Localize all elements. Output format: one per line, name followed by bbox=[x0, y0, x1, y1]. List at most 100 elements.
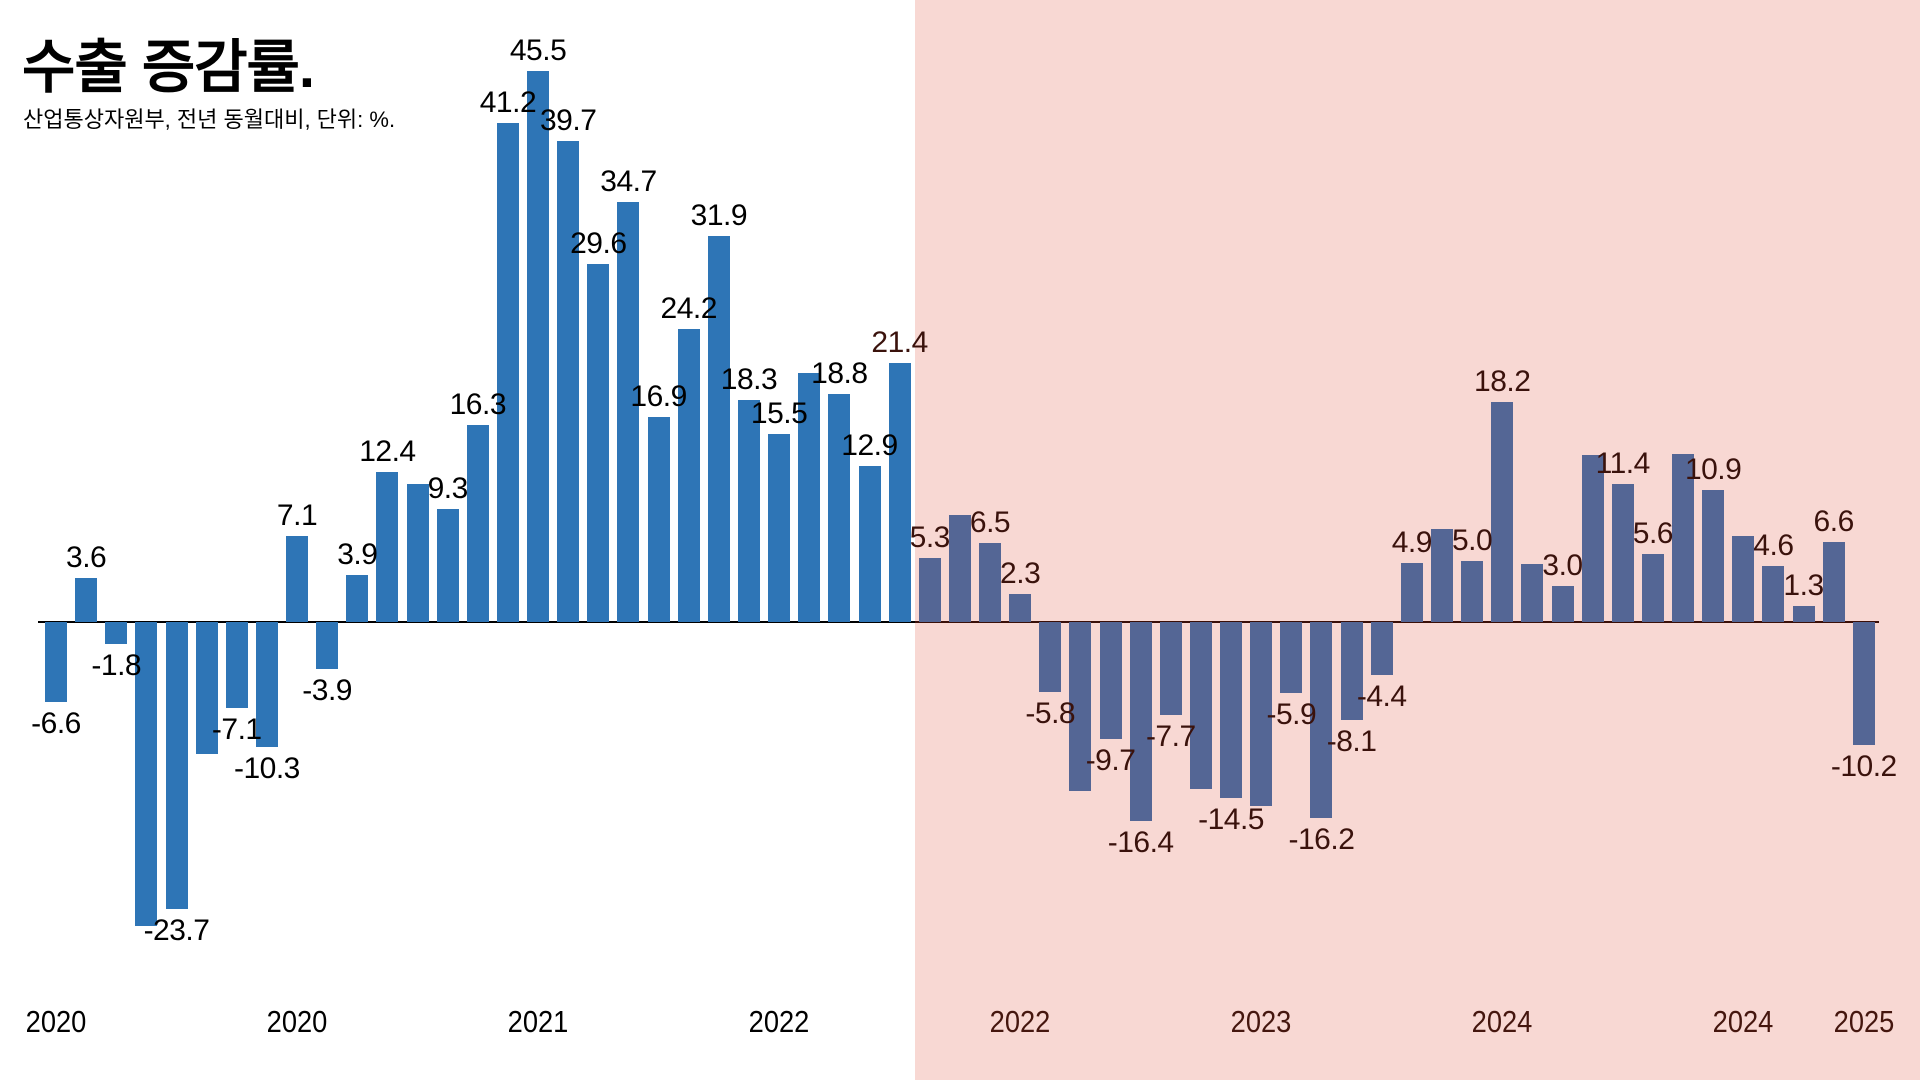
bar-value-label-2020-09: 7.1 bbox=[276, 499, 318, 533]
bar-2021-01 bbox=[406, 484, 429, 622]
bar-2023-08 bbox=[1340, 622, 1363, 721]
bar-2022-06 bbox=[918, 557, 941, 622]
chart-title: 수출 증감률. bbox=[22, 35, 315, 100]
bar-value-label-2020-12: 12.4 bbox=[359, 434, 416, 468]
bar-2025-01 bbox=[1852, 622, 1875, 746]
bar-2020-05 bbox=[165, 622, 188, 909]
bar-2022-05 bbox=[888, 362, 911, 622]
bar-2024-05 bbox=[1611, 484, 1634, 622]
bar-value-label-2023-06: -5.9 bbox=[1266, 698, 1317, 732]
bar-value-label-2024-08: 10.9 bbox=[1684, 453, 1742, 487]
bar-2023-09 bbox=[1370, 622, 1393, 676]
bar-2024-09 bbox=[1732, 536, 1755, 622]
bar-2024-06 bbox=[1641, 554, 1664, 622]
bar-2024-04 bbox=[1581, 454, 1604, 622]
bar-value-label-2023-02: -7.7 bbox=[1145, 720, 1196, 754]
bar-2020-12 bbox=[376, 471, 399, 622]
x-axis-tick-24: 2022 bbox=[748, 1004, 810, 1039]
bar-value-label-2020-10: -3.9 bbox=[302, 674, 352, 708]
bar-value-label-2022-03: 18.8 bbox=[811, 357, 868, 391]
bar-value-label-2021-10: 24.2 bbox=[660, 292, 718, 326]
bar-value-label-2022-10: -5.8 bbox=[1025, 697, 1076, 731]
bar-2024-02 bbox=[1521, 563, 1544, 622]
bar-value-label-2020-11: 3.9 bbox=[337, 537, 378, 571]
bar-2023-04 bbox=[1220, 622, 1243, 798]
bar-2022-04 bbox=[858, 465, 881, 622]
bar-2023-06 bbox=[1280, 622, 1303, 694]
x-axis-tick-56: 2024 bbox=[1712, 1004, 1774, 1039]
bar-2023-05 bbox=[1250, 622, 1273, 806]
bar-value-label-2024-11: 1.3 bbox=[1783, 569, 1824, 603]
bar-value-label-2021-08: 34.7 bbox=[600, 164, 657, 198]
bar-value-label-2020-01: -6.6 bbox=[31, 706, 81, 740]
bar-value-label-2023-09: -4.4 bbox=[1356, 680, 1407, 714]
bar-2021-11 bbox=[707, 235, 730, 622]
bar-2023-01 bbox=[1129, 622, 1152, 821]
bar-value-label-2023-10: 4.9 bbox=[1391, 525, 1433, 559]
bar-2024-07 bbox=[1672, 453, 1695, 622]
bar-value-label-2022-04: 12.9 bbox=[841, 428, 898, 462]
bar-value-label-2020-03: -1.8 bbox=[91, 648, 142, 682]
bar-value-label-2024-10: 4.6 bbox=[1753, 529, 1794, 563]
bar-2023-07 bbox=[1310, 622, 1333, 819]
bar-value-label-2021-09: 16.9 bbox=[630, 380, 687, 414]
bar-value-label-2023-08: -8.1 bbox=[1326, 725, 1377, 759]
bar-2023-12 bbox=[1461, 561, 1484, 622]
bar-value-label-2021-04: 41.2 bbox=[479, 86, 537, 120]
bar-value-label-2023-12: 5.0 bbox=[1452, 524, 1493, 558]
bar-2020-03 bbox=[105, 622, 128, 644]
bar-value-label-2020-05: -23.7 bbox=[143, 913, 210, 947]
bar-2022-02 bbox=[798, 372, 821, 622]
zero-axis-line-right bbox=[914, 621, 1879, 623]
bar-value-label-2023-07: -16.2 bbox=[1288, 823, 1355, 857]
bar-2022-01 bbox=[768, 434, 791, 622]
bar-2023-02 bbox=[1159, 622, 1182, 716]
bar-2021-02 bbox=[436, 509, 459, 622]
bar-2021-06 bbox=[557, 141, 580, 622]
bar-value-label-2020-02: 3.6 bbox=[66, 541, 107, 575]
bar-value-label-2024-01: 18.2 bbox=[1474, 364, 1531, 398]
bar-value-label-2024-12: 6.6 bbox=[1813, 505, 1855, 539]
bar-2021-05 bbox=[527, 71, 550, 622]
bar-2021-08 bbox=[617, 201, 640, 622]
bar-2022-03 bbox=[828, 394, 851, 622]
bar-value-label-2023-04: -14.5 bbox=[1198, 802, 1264, 836]
bar-value-label-2021-11: 31.9 bbox=[690, 198, 748, 232]
x-axis-tick-32: 2022 bbox=[989, 1004, 1051, 1039]
bar-2022-10 bbox=[1039, 622, 1062, 693]
x-axis-tick-48: 2024 bbox=[1471, 1004, 1533, 1039]
x-axis-tick-8: 2020 bbox=[266, 1004, 328, 1039]
bar-value-label-2021-12: 18.3 bbox=[720, 363, 778, 397]
bar-2020-10 bbox=[316, 622, 339, 670]
bar-2021-10 bbox=[677, 329, 700, 622]
bar-2021-07 bbox=[587, 263, 610, 622]
bar-2020-09 bbox=[286, 536, 309, 622]
bar-value-label-2020-07: -7.1 bbox=[211, 712, 262, 746]
bar-2021-12 bbox=[737, 400, 760, 622]
bar-value-label-2022-08: 6.5 bbox=[969, 506, 1011, 540]
bar-2021-03 bbox=[466, 424, 489, 622]
bar-value-label-2025-01: -10.2 bbox=[1830, 750, 1897, 784]
bar-value-label-2021-05: 45.5 bbox=[509, 34, 567, 68]
x-axis-tick-0: 2020 bbox=[25, 1004, 87, 1039]
bar-2024-12 bbox=[1822, 542, 1845, 622]
bar-value-label-2024-05: 11.4 bbox=[1595, 447, 1651, 480]
bar-2024-10 bbox=[1762, 566, 1785, 622]
bar-2024-11 bbox=[1792, 606, 1815, 622]
bar-value-label-2022-05: 21.4 bbox=[871, 325, 928, 359]
bar-2023-03 bbox=[1189, 622, 1212, 790]
bar-2021-09 bbox=[647, 417, 670, 622]
x-axis-tick-16: 2021 bbox=[507, 1004, 569, 1039]
bar-value-label-2023-01: -16.4 bbox=[1107, 825, 1174, 859]
bar-2020-08 bbox=[255, 622, 278, 747]
x-axis-tick-60: 2025 bbox=[1833, 1004, 1895, 1039]
bar-value-label-2024-03: 3.0 bbox=[1542, 548, 1583, 582]
bar-value-label-2022-12: -9.7 bbox=[1085, 744, 1136, 778]
bar-2024-01 bbox=[1491, 401, 1514, 622]
bar-2020-04 bbox=[135, 622, 158, 926]
bar-value-label-2022-09: 2.3 bbox=[1000, 557, 1041, 591]
bar-2023-10 bbox=[1400, 562, 1423, 622]
bar-value-label-2020-08: -10.3 bbox=[233, 751, 300, 785]
zero-axis-line-left bbox=[38, 621, 915, 623]
x-axis-tick-40: 2023 bbox=[1230, 1004, 1292, 1039]
